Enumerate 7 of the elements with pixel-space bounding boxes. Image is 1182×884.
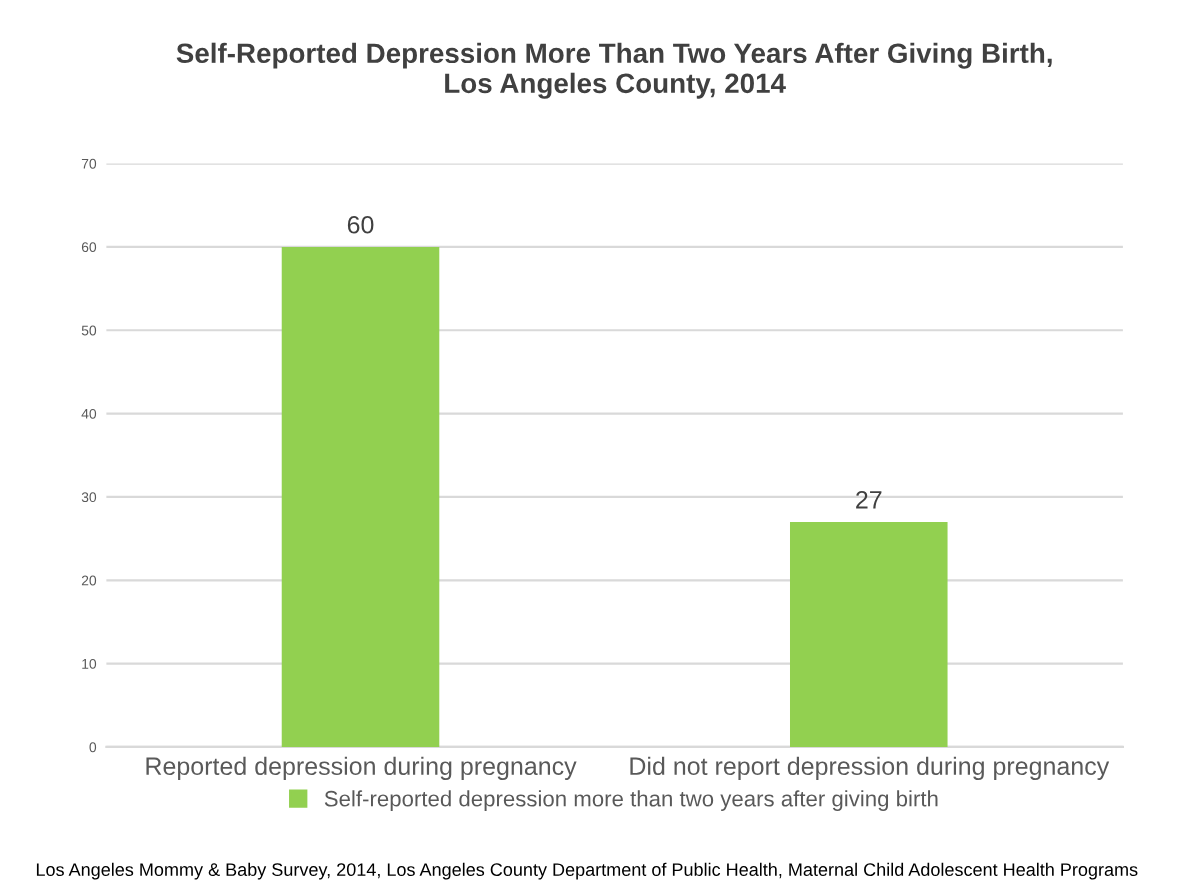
chart-title: Self-Reported Depression More Than Two Years After Giving Birth, Los Angeles County, 2014 [176, 42, 1052, 99]
x-tick-label: Reported depression during pregnancy [146, 756, 577, 781]
x-tick-label: Did not report depression during pregnancy [630, 756, 1110, 781]
data-label: 60 [347, 215, 374, 234]
data-label: 27 [856, 490, 882, 509]
text: Los Angeles Mommy & Baby Survey, 2014, Los Angeles County Department of Public Health, Maternal Child Adolescent Health Programs [36, 862, 1138, 880]
legend-label: Self-reported depression more than two years after giving birth [324, 790, 938, 811]
